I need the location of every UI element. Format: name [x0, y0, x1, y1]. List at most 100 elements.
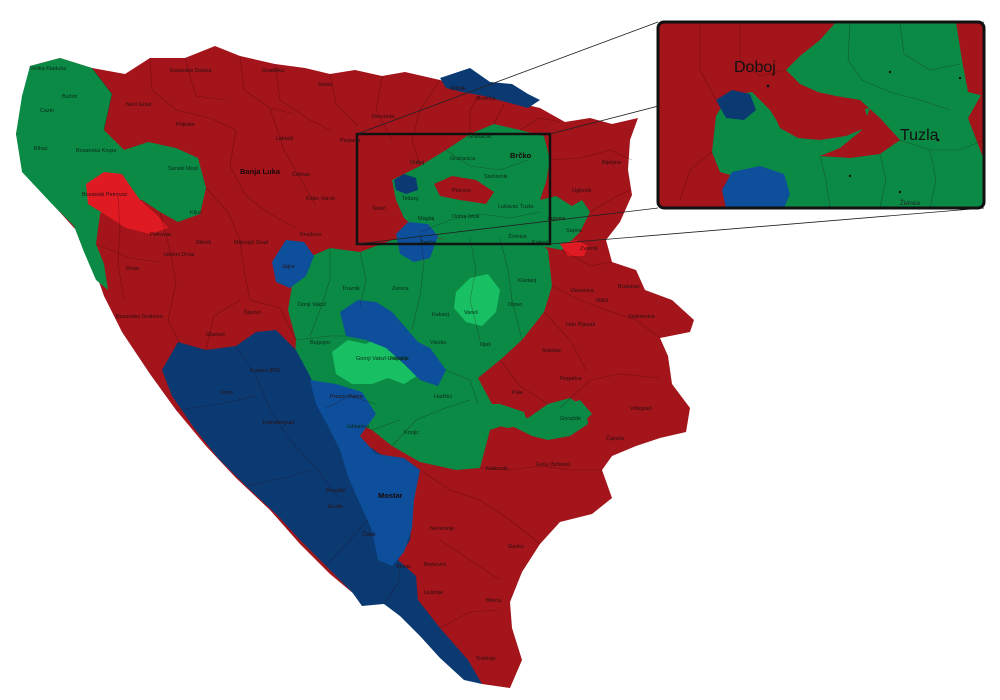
label-prnjavor: Prnjavor [340, 138, 361, 144]
label-bileca: Bileća [486, 598, 502, 604]
inset-red-notch [956, 22, 984, 96]
inset-map: Doboj Tuzla Živinice [656, 20, 986, 210]
inset-town-dots [766, 70, 962, 194]
label-istocni-drvar: Istočni Drvar [164, 252, 195, 258]
label-tuzla-small: Tuzla [520, 204, 534, 210]
region-gorazde-green [528, 398, 588, 440]
label-visegrad: Višegrad [630, 406, 652, 412]
label-foca: Foča (Srbinje) [536, 462, 571, 468]
region-posavina-blue [440, 68, 540, 108]
label-ugljevik: Ugljevik [572, 188, 592, 194]
label-tesanj: Tešanj [402, 196, 418, 202]
region-central-blue [340, 300, 446, 386]
label-zepce: Žepče [420, 238, 435, 246]
label-gacko: Gacko [508, 544, 524, 550]
label-velika-kladusa: Velika Kladuša [30, 66, 67, 72]
label-ljubinje: Ljubinje [424, 590, 443, 596]
label-vares: Vareš [464, 310, 478, 316]
label-buzim: Bužim [62, 94, 78, 100]
label-sipovo: Šipovo [244, 309, 261, 316]
label-srebrenica: Srebrenica [628, 314, 656, 320]
label-kotor-varos: Kotor Varoš [306, 196, 335, 202]
label-gornji-vakuf: Gornji Vakuf-Uskoplje [356, 356, 409, 362]
label-gorazde: Goražde [560, 416, 581, 422]
label-sanski-most: Sanski Most [168, 166, 198, 172]
label-mrkonjic: Mrkonjić Grad [234, 240, 268, 246]
label-pale: Pale [512, 390, 523, 396]
region-doboj-red [434, 176, 494, 204]
label-han-pijesak: Han Pijesak [566, 322, 596, 328]
region-zepce-blue [396, 222, 438, 262]
label-sapna: Sapna [566, 228, 583, 234]
label-srebrenik: Srebrenik [484, 174, 508, 180]
label-celinac: Čelinac [292, 171, 311, 178]
label-modrica: Modriča [476, 96, 497, 102]
label-zvornik: Zvornik [580, 246, 598, 252]
label-jajce: Jajce [282, 264, 295, 270]
label-livno: Livno [220, 390, 233, 396]
inset-blue-usora [716, 90, 756, 120]
label-bugojno: Bugojno [310, 340, 330, 346]
label-donji-vakuf: Donji Vakuf [298, 302, 326, 308]
label-visoko: Visoko [430, 340, 446, 346]
label-drvar: Drvar [126, 266, 140, 272]
inset-label-doboj: Doboj [734, 59, 776, 76]
label-jablanica: Jablanica [346, 424, 370, 430]
municipality-borders [91, 55, 661, 629]
label-bihac: Bihać [34, 146, 48, 152]
region-herzegovina-blue [162, 330, 482, 684]
label-ribnik: Ribnik [196, 240, 212, 246]
label-kalinovik: Kalinovik [486, 466, 508, 472]
label-knezevo: Kneževo [300, 232, 321, 238]
label-gradiska: Gradiška [262, 68, 285, 74]
main-map: Velika Kladuša Cazin Bihać Bužim Bosansk… [16, 46, 694, 688]
label-brcko: Brčko [510, 151, 532, 160]
region-vares [454, 274, 500, 326]
label-nevesinje: Nevesinje [430, 526, 454, 532]
label-bijeljina: Bijeljina [602, 160, 622, 166]
label-posusje: Posušje [326, 488, 346, 494]
label-glamoc: Glamoč [206, 332, 225, 338]
label-milici: Milići [596, 298, 608, 304]
label-gradacac: Gradačac [468, 134, 492, 140]
label-bosanski-petrovac: Bosanski Petrovac [82, 192, 128, 198]
inset-label-zivinice: Živinice [900, 199, 921, 207]
label-prozor: Prozor-Rama [330, 394, 364, 400]
label-fojnica: Fojnica [390, 356, 409, 362]
label-petrovo: Petrovo [452, 188, 471, 194]
label-kakanj: Kakanj [432, 312, 449, 318]
label-srbac: Srbac [318, 82, 333, 88]
region-zvornik-bright [560, 240, 588, 256]
label-cazin: Cazin [40, 108, 54, 114]
region-usora-blue [394, 174, 418, 194]
inset-frame [656, 20, 986, 210]
inset-red-island [770, 94, 870, 140]
region-mostar-blue [310, 380, 420, 566]
label-trebinje: Trebinje [476, 656, 496, 662]
label-bosanska-krupa: Bosanska Krupa [76, 148, 117, 154]
region-bosanski-petrovac [86, 172, 168, 234]
label-mostar: Mostar [378, 491, 403, 500]
label-novi-grad: Novi Grad [126, 102, 151, 108]
label-zivinice: Živinice [508, 232, 527, 240]
label-tomislavgrad: Tomislavgrad [262, 420, 294, 426]
label-bosansko-grahovo: Bosansko Grahovo [116, 314, 163, 320]
label-laktasi: Laktaši [276, 136, 293, 142]
label-petrovac: Petrovac [150, 232, 172, 238]
label-maglaj: Maglaj [418, 216, 434, 222]
inset-blue-zepce [722, 166, 790, 208]
label-gracanica: Gračanica [450, 156, 476, 162]
label-teslic: Teslić [372, 206, 386, 212]
label-vlasenica: Vlasenica [570, 288, 595, 294]
label-bratunac: Bratunac [618, 284, 640, 290]
label-kozarska-dubica: Kozarska Dubica [170, 68, 213, 74]
label-olovo: Olovo [508, 302, 522, 308]
label-lopare: Lopare [548, 216, 565, 222]
label-berkovici: Berkovići [424, 562, 446, 568]
label-rogatica: Rogatica [560, 376, 583, 382]
label-kupres: Kupres (RS) [250, 368, 280, 374]
region-jajce-blue [272, 240, 314, 288]
label-lukavac: Lukavac [498, 204, 519, 210]
region-gorazde-corridor [478, 404, 528, 428]
label-citluk: Čitluk [362, 531, 376, 538]
